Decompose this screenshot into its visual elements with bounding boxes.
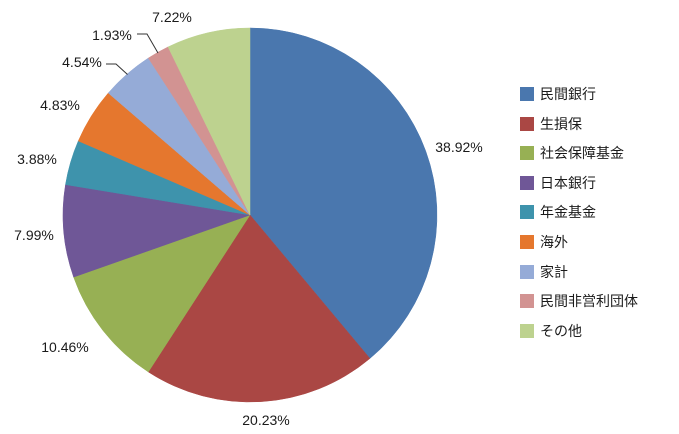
pie-slice	[147, 214, 371, 403]
legend-label: 海外	[540, 233, 568, 250]
legend-swatch	[520, 294, 534, 309]
legend-label: 社会保障基金	[540, 145, 624, 162]
pie-slice	[249, 27, 438, 359]
legend-swatch	[520, 323, 534, 338]
legend-item: 海外	[520, 234, 638, 250]
legend-label: 民間銀行	[540, 86, 596, 102]
legend-item: 民間銀行	[520, 86, 638, 102]
data-label: 1.93%	[92, 27, 132, 43]
label-leader-line	[137, 33, 159, 54]
legend-item: 家計	[520, 264, 638, 280]
legend-item: 年金基金	[520, 204, 638, 220]
legend-swatch	[520, 87, 534, 101]
legend-swatch	[520, 264, 534, 279]
chart-legend: 民間銀行生損保社会保障基金 日本銀行年金基金海外家計民間非営利団体 その他	[520, 86, 638, 339]
legend-label: 民間非営利団体	[540, 293, 638, 310]
data-label: 20.23%	[242, 412, 289, 428]
legend-swatch	[520, 234, 534, 249]
legend-swatch	[520, 205, 534, 220]
data-label: 10.46%	[41, 339, 88, 355]
legend-swatch	[520, 116, 534, 131]
legend-item: 生損保	[520, 116, 638, 132]
label-leader-line	[106, 63, 128, 75]
legend-item: 社会保障基金	[520, 145, 638, 161]
legend-label: 年金基金	[540, 204, 596, 221]
legend-item: 民間非営利団体	[520, 293, 638, 309]
pie-slice	[167, 27, 251, 216]
legend-label: 日本銀行	[540, 174, 596, 191]
data-label: 7.22%	[152, 9, 192, 25]
data-label: 4.54%	[62, 54, 102, 70]
legend-item: その他	[520, 323, 638, 339]
data-label: 38.92%	[435, 139, 482, 155]
pie-slice	[73, 214, 251, 373]
legend-label: その他	[540, 322, 582, 339]
legend-label: 家計	[540, 263, 568, 280]
legend-swatch	[520, 175, 534, 190]
pie-slice	[62, 184, 251, 278]
data-label: 4.83%	[40, 97, 80, 113]
data-label: 7.99%	[14, 227, 54, 243]
data-label: 3.88%	[17, 151, 57, 167]
legend-swatch	[520, 146, 534, 161]
legend-item: 日本銀行	[520, 175, 638, 191]
legend-label: 生損保	[540, 115, 582, 132]
